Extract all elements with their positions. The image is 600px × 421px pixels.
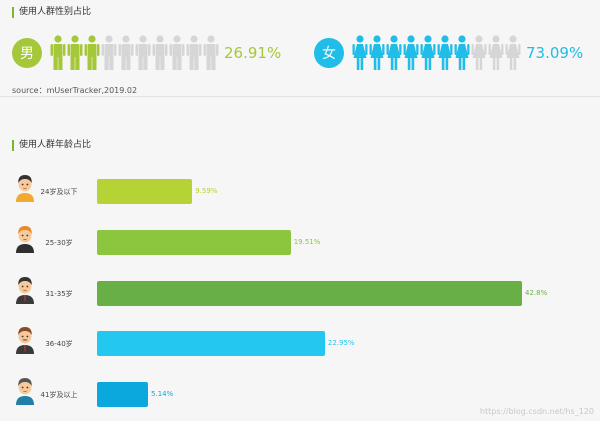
age-category-label: 36-40岁 [45, 340, 73, 348]
male-figure-icon [67, 35, 83, 70]
age-category-label: 25-30岁 [45, 239, 73, 247]
gender-section-title: 使用人群性别占比 [12, 7, 91, 18]
section-divider [0, 96, 600, 97]
female-figure-icon [386, 35, 402, 70]
source-note: source：mUserTracker,2019.02 [12, 86, 138, 95]
older-man-avatar-icon [16, 378, 34, 405]
female-figure-icon [369, 35, 385, 70]
age-bar [97, 382, 149, 407]
male-figure-icon [50, 35, 66, 70]
male-figures [50, 35, 219, 71]
female-figure-icon [437, 35, 453, 70]
age-bar-value-label: 5.14% [151, 390, 174, 398]
age-bar [97, 179, 193, 204]
age-bar [97, 331, 325, 356]
male-row: 男 26.91% [12, 35, 281, 71]
female-figure-icon [420, 35, 436, 70]
young-man-avatar-icon [16, 175, 34, 202]
male-figure-icon [186, 35, 202, 70]
age-bar-value-label: 42.8% [525, 289, 548, 297]
male-badge: 男 [12, 38, 42, 68]
age-bar [97, 281, 522, 306]
mustache-man-avatar-icon [16, 327, 34, 354]
male-figure-icon [84, 35, 100, 70]
female-figure-icon [488, 35, 504, 70]
male-figure-icon [152, 35, 168, 70]
orange-hair-man-avatar-icon [16, 226, 34, 253]
female-figures [352, 35, 521, 71]
age-bar [97, 230, 291, 255]
age-bar-value-label: 22.95% [327, 339, 355, 347]
age-category-label: 31-35岁 [45, 290, 73, 298]
male-figure-icon [169, 35, 185, 70]
female-figure-icon [352, 35, 368, 70]
female-figure-icon [403, 35, 419, 70]
male-figure-icon [135, 35, 151, 70]
female-row: 女 73.09% [314, 35, 583, 71]
female-figure-icon [505, 35, 521, 70]
age-section-title: 使用人群年龄占比 [12, 140, 91, 151]
male-figure-icon [203, 35, 219, 70]
female-figure-icon [454, 35, 470, 70]
female-percent-label: 73.09% [526, 44, 584, 62]
male-figure-icon [101, 35, 117, 70]
male-figure-icon [118, 35, 134, 70]
watermark: https://blog.csdn.net/hs_120 [479, 407, 594, 416]
male-percent-label: 26.91% [224, 44, 282, 62]
female-badge: 女 [314, 38, 344, 68]
age-category-label: 24岁及以下 [40, 188, 78, 196]
age-category-label: 41岁及以上 [40, 391, 78, 399]
female-figure-icon [471, 35, 487, 70]
age-bar-value-label: 19.51% [293, 238, 321, 246]
suited-man-avatar-icon [16, 277, 34, 304]
age-bar-value-label: 9.59% [195, 187, 218, 195]
